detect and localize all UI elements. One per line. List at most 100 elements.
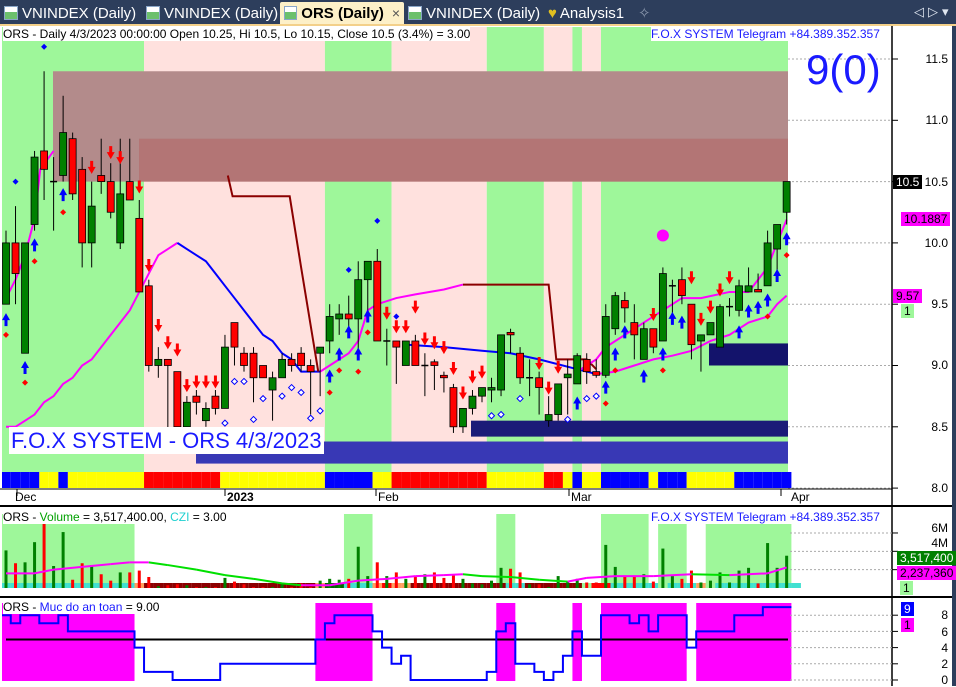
safety-signal-tag: 1 xyxy=(901,618,914,632)
candle-up xyxy=(554,383,563,415)
hollow-diamond-marker xyxy=(278,392,286,400)
volume-bar xyxy=(394,572,398,588)
volume-bar xyxy=(232,581,236,588)
volume-bar xyxy=(442,577,446,588)
czi-value: = 3.00 xyxy=(189,510,227,524)
tab-ors-daily[interactable]: ORS (Daily) × xyxy=(280,2,404,24)
volume-ma-segment xyxy=(539,578,568,583)
tab-vnindex-1[interactable]: VNINDEX (Daily) xyxy=(4,2,136,24)
scroll-right-icon[interactable]: ▷ xyxy=(928,4,938,19)
trend-strip-cell xyxy=(10,472,21,488)
volume-panel-telegram: F.O.X SYSTEM Telegram +84.389.352.357 xyxy=(651,510,880,524)
red-dot-marker xyxy=(612,367,619,374)
volume-bar xyxy=(766,543,770,588)
wave-count-label: 9(0) xyxy=(806,46,881,93)
candle-down xyxy=(754,289,762,293)
candle-up xyxy=(735,285,743,311)
hollow-diamond-marker xyxy=(516,394,524,403)
volume-bar xyxy=(185,585,189,588)
candle-up xyxy=(497,334,505,391)
trend-strip-cell xyxy=(305,472,316,488)
trend-strip-cell xyxy=(705,472,716,488)
close-icon[interactable]: × xyxy=(391,5,400,21)
candle-up xyxy=(782,181,791,213)
candle-down xyxy=(506,331,515,336)
hollow-diamond-marker xyxy=(240,377,248,386)
volume-ma-segment xyxy=(586,575,616,579)
volume-bar xyxy=(4,550,8,588)
volume-bar xyxy=(547,587,551,588)
candle-up xyxy=(363,260,372,281)
volume-bar xyxy=(528,584,532,588)
symbol-prefix: ORS - xyxy=(3,600,40,614)
volume-bar xyxy=(461,578,465,588)
candle-up xyxy=(202,408,210,422)
tab-vnindex-2[interactable]: VNINDEX (Daily) xyxy=(146,2,278,24)
trend-strip-cell xyxy=(229,472,240,488)
buy-arrow-icon xyxy=(620,325,629,339)
price-panel-header: ORS - Daily 4/3/2023 00:00:00 Open 10.25… xyxy=(3,27,471,41)
volume-bar xyxy=(385,576,389,588)
volume-bar xyxy=(375,562,379,588)
volume-bar xyxy=(756,583,760,588)
hollow-diamond-marker xyxy=(259,394,267,403)
red-dot-marker xyxy=(364,329,371,336)
trend-strip-cell xyxy=(724,472,735,488)
hollow-diamond-marker xyxy=(583,394,591,403)
tab-menu-icon[interactable]: ▾ xyxy=(942,4,949,19)
volume-bar xyxy=(52,565,56,588)
candle-up xyxy=(611,295,620,330)
volume-ma-segment xyxy=(281,582,302,587)
volume-bar xyxy=(23,562,27,588)
red-dot-marker xyxy=(355,368,362,375)
volume-y-tick: 6M xyxy=(931,521,948,535)
symbol-prefix: ORS - xyxy=(3,510,40,524)
candle-up xyxy=(468,395,477,409)
volume-bar xyxy=(708,580,712,588)
chart-icon xyxy=(408,6,422,20)
red-dot-marker xyxy=(602,400,609,407)
trend-strip-cell xyxy=(458,472,468,488)
trend-strip-cell xyxy=(743,472,754,488)
volume-ma-segment xyxy=(691,573,730,577)
candle-up xyxy=(325,316,334,342)
safety-zone xyxy=(496,603,516,681)
volume-panel-header: ORS - Volume = 3,517,400.00, CZI = 3.00 xyxy=(3,510,227,524)
trend-strip-cell xyxy=(543,472,554,488)
trend-strip-cell xyxy=(534,472,544,488)
candle-down xyxy=(211,395,220,409)
red-dot-marker xyxy=(22,379,29,386)
trend-strip-cell xyxy=(315,472,325,488)
tab-label: VNINDEX (Daily) xyxy=(22,4,137,22)
volume-bar xyxy=(537,584,541,588)
volume-bar xyxy=(99,574,103,588)
candle-down xyxy=(68,138,77,195)
y-tick: 11.0 xyxy=(925,113,948,127)
volume-bar xyxy=(175,584,179,588)
volume-ma-segment xyxy=(196,568,226,577)
trend-strip-cell xyxy=(115,472,125,488)
add-tab-button[interactable]: ✧ xyxy=(638,2,651,24)
volume-bar xyxy=(309,587,313,588)
trend-strip-cell xyxy=(610,472,621,488)
volume-strip-cell xyxy=(267,583,278,588)
support-zone xyxy=(709,343,788,366)
sell-arrow-icon xyxy=(87,160,96,174)
chart-icon xyxy=(4,6,18,20)
scroll-left-icon[interactable]: ◁ xyxy=(914,4,924,19)
hollow-diamond-marker xyxy=(497,410,505,419)
volume-ma-segment xyxy=(443,573,464,577)
tab-analysis1[interactable]: ♥ Analysis1 xyxy=(548,2,624,24)
volume-ma-segment xyxy=(653,573,692,578)
candle-up xyxy=(182,401,191,428)
trend-strip-cell xyxy=(677,472,687,488)
tab-vnindex-3[interactable]: VNINDEX (Daily) xyxy=(408,2,540,24)
sell-arrow-icon xyxy=(144,258,153,272)
hollow-diamond-marker xyxy=(592,392,600,400)
candle-down xyxy=(125,181,134,201)
buy-arrow-icon xyxy=(354,347,363,361)
volume-ma-segment xyxy=(148,561,168,567)
sell-arrow-icon xyxy=(211,375,220,389)
trend-strip-cell xyxy=(220,472,230,488)
